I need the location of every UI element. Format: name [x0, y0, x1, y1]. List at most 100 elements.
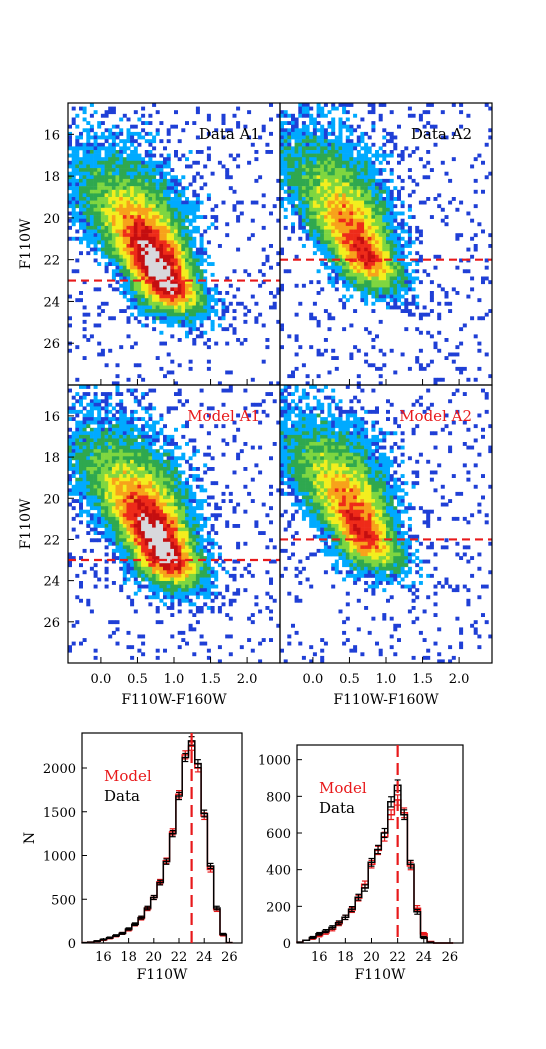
density-cell	[141, 215, 146, 219]
density-cell	[163, 276, 167, 281]
density-cell	[342, 305, 347, 310]
density-cell	[338, 178, 343, 183]
density-cell	[108, 106, 113, 111]
density-cell	[389, 298, 394, 303]
density-cell	[177, 157, 182, 162]
density-cell	[97, 157, 102, 162]
density-cell	[137, 117, 142, 122]
density-cell	[327, 272, 332, 277]
density-cell	[418, 258, 423, 263]
density-cell	[338, 142, 343, 147]
density-cell	[141, 652, 146, 657]
density-cell	[115, 236, 120, 241]
density-cell	[407, 225, 412, 230]
density-cell	[353, 113, 358, 118]
density-cell	[342, 327, 347, 332]
density-cell	[349, 236, 354, 241]
density-cell	[93, 470, 98, 475]
density-cell	[89, 146, 94, 151]
density-cell	[122, 240, 127, 245]
density-cell	[386, 131, 390, 136]
density-cell	[148, 142, 153, 147]
density-cell	[115, 186, 120, 191]
density-cell	[451, 131, 456, 136]
density-cell	[144, 193, 149, 198]
density-cell	[130, 502, 135, 507]
density-cell	[155, 502, 160, 507]
density-cell	[141, 244, 146, 248]
density-cell	[122, 545, 127, 550]
density-cell	[97, 193, 102, 198]
density-cell	[371, 103, 376, 107]
density-cell	[111, 110, 116, 115]
density-cell	[400, 229, 405, 234]
density-cell	[166, 309, 171, 313]
density-cell	[155, 459, 160, 464]
density-cell	[181, 491, 186, 496]
density-cell	[349, 197, 354, 201]
density-cell	[152, 200, 157, 205]
density-cell	[86, 146, 91, 151]
density-cell	[170, 556, 175, 560]
density-cell	[144, 240, 149, 245]
density-cell	[199, 236, 204, 241]
density-cell	[97, 262, 102, 266]
density-cell	[188, 319, 193, 324]
density-cell	[86, 240, 91, 245]
density-cell	[141, 520, 146, 525]
density-cell	[115, 495, 120, 500]
density-cell	[309, 171, 314, 176]
density-cell	[155, 265, 160, 270]
density-cell	[367, 254, 372, 259]
density-cell	[111, 531, 116, 535]
density-cell	[119, 442, 124, 446]
density-cell	[188, 287, 193, 292]
density-cell	[75, 211, 80, 216]
density-cell	[68, 178, 72, 183]
density-cell	[206, 113, 211, 118]
density-cell	[148, 254, 153, 259]
density-cell	[327, 131, 332, 136]
density-cell	[283, 189, 288, 194]
density-cell	[378, 258, 383, 263]
density-cell	[342, 103, 347, 107]
density-cell	[188, 552, 193, 557]
density-cell	[166, 566, 171, 571]
density-cell	[426, 121, 431, 125]
density-cell	[316, 269, 321, 274]
density-cell	[126, 135, 131, 140]
density-cell	[188, 236, 193, 241]
density-cell	[144, 459, 149, 464]
density-cell	[163, 251, 167, 256]
density-cell	[316, 150, 321, 154]
density-cell	[334, 251, 339, 256]
density-cell	[375, 182, 379, 187]
density-cell	[312, 153, 317, 158]
density-cell	[122, 491, 127, 496]
density-cell	[115, 641, 120, 646]
density-cell	[298, 236, 303, 241]
density-cell	[148, 573, 153, 578]
density-cell	[163, 182, 167, 187]
density-cell	[177, 294, 182, 299]
density-cell	[188, 164, 193, 169]
density-cell	[371, 160, 376, 165]
density-cell	[356, 175, 361, 180]
density-cell	[82, 171, 87, 176]
density-cell	[155, 128, 160, 133]
density-cell	[152, 178, 157, 183]
density-cell	[188, 527, 193, 532]
density-cell	[331, 124, 336, 129]
density-cell	[144, 247, 149, 252]
density-cell	[331, 160, 336, 165]
density-cell	[137, 556, 142, 560]
density-cell	[93, 399, 98, 404]
density-cell	[75, 513, 80, 518]
density-cell	[375, 207, 379, 212]
density-cell	[294, 197, 299, 201]
density-cell	[185, 563, 189, 568]
density-cell	[433, 341, 438, 346]
density-cell	[126, 175, 131, 180]
density-cell	[108, 495, 113, 500]
density-cell	[199, 301, 204, 306]
